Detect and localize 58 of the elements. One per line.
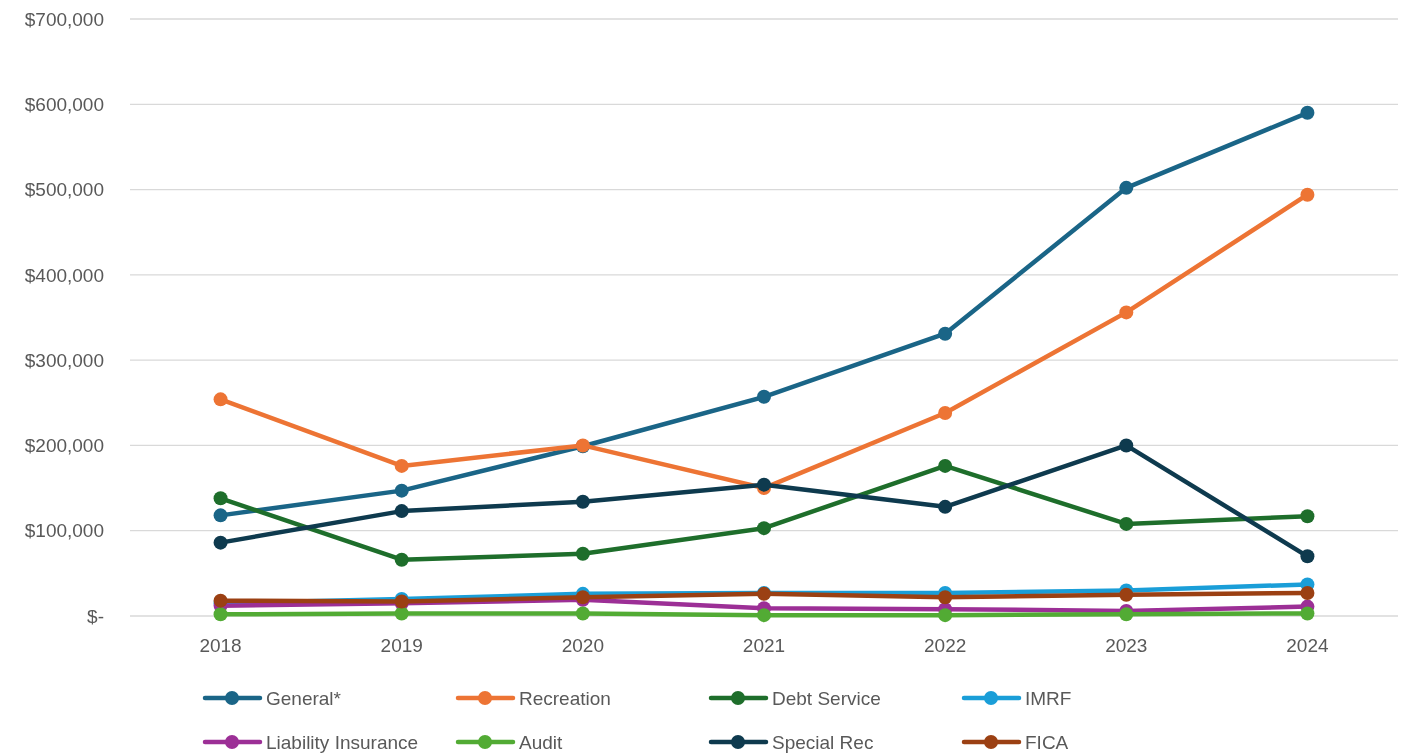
point	[575, 606, 590, 621]
x-tick-label: 2024	[1286, 635, 1329, 656]
point	[938, 590, 953, 605]
point	[1300, 606, 1315, 621]
legend-label: Special Rec	[772, 731, 874, 753]
legend-label: General*	[266, 687, 342, 709]
x-tick-label: 2019	[380, 635, 423, 656]
point	[1300, 509, 1315, 524]
point	[213, 607, 228, 622]
y-tick-label: $100,000	[24, 520, 104, 542]
point	[1119, 438, 1134, 453]
point	[1119, 180, 1134, 195]
point	[394, 483, 409, 498]
point	[213, 508, 228, 523]
point	[394, 552, 409, 567]
point	[394, 606, 409, 621]
point	[938, 326, 953, 341]
point	[757, 608, 771, 623]
point	[213, 535, 228, 550]
legend-label: IMRF	[1025, 687, 1072, 709]
point	[938, 608, 953, 623]
point	[757, 477, 771, 492]
point	[394, 458, 409, 473]
legend-label: Audit	[519, 731, 564, 753]
point	[1119, 305, 1134, 320]
y-tick-label: $500,000	[24, 179, 104, 201]
legend-label: Liability Insurance	[266, 731, 419, 753]
y-tick-label: $400,000	[24, 264, 104, 286]
point	[938, 458, 953, 473]
point	[213, 392, 228, 407]
point	[1119, 607, 1134, 622]
point	[394, 504, 409, 519]
point	[757, 521, 771, 536]
y-tick-label: $700,000	[24, 8, 104, 30]
point	[938, 406, 953, 421]
x-tick-label: 2021	[742, 635, 786, 656]
point	[1300, 187, 1315, 202]
y-tick-label: $-	[87, 605, 104, 627]
legend-label: Recreation	[519, 687, 611, 709]
y-tick-label: $300,000	[24, 349, 104, 371]
x-tick-label: 2023	[1105, 635, 1148, 656]
point	[757, 389, 771, 404]
point	[1300, 585, 1315, 600]
x-tick-label: 2018	[199, 635, 242, 656]
legend-label: FICA	[1025, 731, 1069, 753]
point	[1119, 516, 1134, 531]
point	[575, 494, 590, 509]
x-tick-label: 2020	[561, 635, 604, 656]
y-tick-label: $200,000	[24, 435, 104, 457]
point	[575, 546, 590, 561]
point	[938, 499, 953, 514]
point	[213, 491, 228, 506]
legend-label: Debt Service	[772, 687, 881, 709]
x-tick-label: 2022	[924, 635, 967, 656]
point	[1300, 549, 1315, 564]
point	[1119, 587, 1134, 602]
y-tick-label: $600,000	[24, 93, 104, 115]
point	[1300, 105, 1315, 120]
